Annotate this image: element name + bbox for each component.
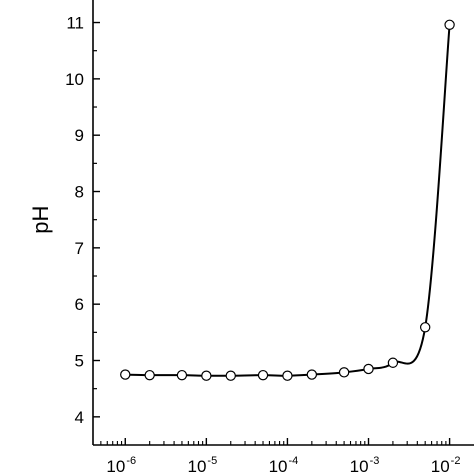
data-point xyxy=(201,370,212,381)
axes-layer xyxy=(92,0,474,446)
x-tick-label: 10-4 xyxy=(269,455,299,474)
y-tick-label: 8 xyxy=(75,183,84,202)
y-tick-label: 10 xyxy=(65,70,84,89)
data-point xyxy=(120,369,131,380)
x-tick-label: 10-5 xyxy=(187,455,217,474)
data-point xyxy=(306,369,318,380)
y-tick-label: 4 xyxy=(75,408,84,427)
curve-layer xyxy=(125,24,451,377)
data-point xyxy=(419,322,431,333)
data-point xyxy=(282,370,293,381)
y-tick-label: 5 xyxy=(75,352,84,371)
x-tick-label: 10-2 xyxy=(431,455,461,474)
labels-layer: 4 5 6 7 8 9 10 11 10-6 10-5 10-4 10-3 10-2 pH xyxy=(28,14,460,474)
y-axis-title: pH xyxy=(28,206,53,234)
data-point xyxy=(363,363,374,375)
data-point xyxy=(176,369,188,381)
y-tick-label: 6 xyxy=(75,295,84,314)
data-point xyxy=(257,369,269,381)
data-point xyxy=(225,370,236,381)
points-layer xyxy=(120,19,455,381)
x-tick-label: 10-3 xyxy=(350,455,380,474)
y-tick-label: 11 xyxy=(66,14,84,33)
data-point xyxy=(387,357,399,368)
data-point xyxy=(444,19,455,30)
series-line xyxy=(125,24,451,377)
y-tick-label: 7 xyxy=(75,239,84,258)
data-point xyxy=(338,367,350,378)
data-point xyxy=(144,369,155,381)
y-tick-label: 9 xyxy=(75,126,84,145)
x-tick-label: 10-6 xyxy=(106,455,136,474)
